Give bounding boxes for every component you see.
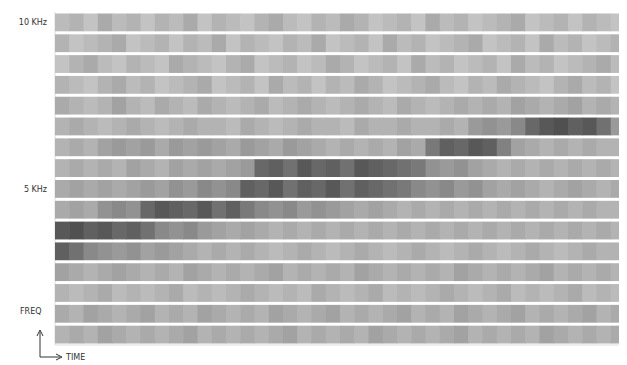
svg-text:TIME: TIME — [65, 353, 85, 362]
svg-text:5 KHz: 5 KHz — [24, 185, 47, 194]
svg-text:FREQ: FREQ — [20, 307, 42, 316]
svg-text:10 KHz: 10 KHz — [19, 18, 47, 27]
